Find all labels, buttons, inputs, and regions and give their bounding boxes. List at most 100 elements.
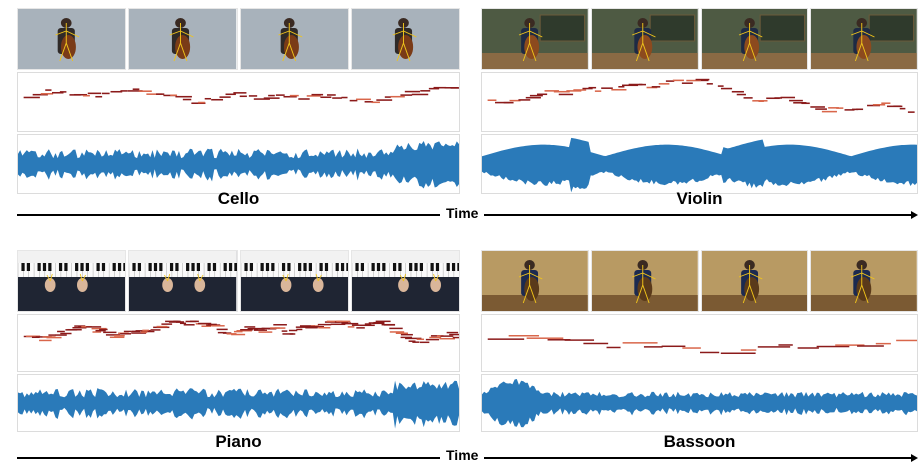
note-bar xyxy=(547,339,571,341)
note-bar xyxy=(282,333,294,335)
note-bar xyxy=(298,98,310,100)
note-bar xyxy=(131,332,147,334)
note-bar xyxy=(299,325,316,327)
note-bar xyxy=(82,94,90,97)
note-bar xyxy=(682,347,701,349)
note-bar xyxy=(375,320,391,323)
note-bar xyxy=(420,90,431,92)
note-bar xyxy=(351,324,360,326)
note-bar xyxy=(231,333,246,336)
note-bar xyxy=(359,324,375,327)
violin-video-frames xyxy=(481,8,918,70)
note-bar xyxy=(450,87,459,89)
video-frame xyxy=(481,250,589,312)
note-bar xyxy=(404,90,421,93)
cello-video-frames xyxy=(17,8,460,70)
note-bar xyxy=(896,339,917,342)
note-bar xyxy=(810,106,825,108)
violin-label: Violin xyxy=(676,189,723,208)
note-bar xyxy=(672,79,684,82)
waveform-envelope xyxy=(482,137,917,193)
note-bar xyxy=(296,328,303,331)
piano-note-roll xyxy=(17,314,460,372)
note-bar xyxy=(658,83,670,85)
cello-note-roll xyxy=(17,72,460,132)
note-bar xyxy=(150,329,161,331)
video-frame xyxy=(810,250,918,312)
note-bar xyxy=(120,90,128,92)
note-bar xyxy=(452,336,459,339)
note-bar xyxy=(211,325,225,327)
note-bar xyxy=(101,92,110,95)
note-bar xyxy=(774,97,783,99)
note-bar xyxy=(289,333,296,335)
note-bar xyxy=(55,334,67,336)
note-bar xyxy=(244,326,256,328)
note-bar xyxy=(343,322,359,325)
note-bar xyxy=(32,93,48,96)
note-bar xyxy=(844,109,855,111)
note-bar xyxy=(389,331,405,333)
note-bar xyxy=(758,100,764,102)
note-bar xyxy=(48,334,56,336)
note-bar xyxy=(263,97,280,99)
time-arrowhead-top xyxy=(911,211,918,219)
bassoon-label: Bassoon xyxy=(663,432,736,451)
note-bar xyxy=(700,79,709,82)
note-bar xyxy=(163,94,177,97)
note-bar xyxy=(425,338,440,341)
note-bar xyxy=(836,107,844,109)
note-bar xyxy=(706,83,713,85)
note-bar xyxy=(258,331,273,333)
note-bar xyxy=(686,79,701,82)
note-bar xyxy=(508,335,540,337)
note-bar xyxy=(588,86,597,89)
note-bar xyxy=(140,331,148,333)
note-bar xyxy=(371,101,380,104)
video-frame xyxy=(17,8,127,70)
note-bar xyxy=(26,335,41,338)
note-bar xyxy=(789,99,803,102)
cello-panel xyxy=(17,8,460,208)
note-bar xyxy=(364,323,372,325)
note-bar xyxy=(780,96,796,99)
note-bar xyxy=(582,87,593,90)
note-bar xyxy=(110,90,123,93)
note-bar xyxy=(114,334,125,337)
note-bar xyxy=(731,90,744,93)
note-bar xyxy=(289,94,299,97)
note-bar xyxy=(59,91,67,93)
note-bar xyxy=(283,95,297,98)
note-bar xyxy=(525,96,541,99)
note-bar xyxy=(487,99,497,101)
note-bar xyxy=(717,85,724,87)
bassoon-panel xyxy=(481,250,918,432)
video-frame xyxy=(239,8,349,70)
note-bar xyxy=(147,330,155,333)
note-bar xyxy=(310,326,325,328)
note-bar xyxy=(273,324,287,326)
note-bar xyxy=(594,90,602,92)
note-bar xyxy=(281,330,288,332)
note-bar xyxy=(179,322,187,325)
note-bar xyxy=(665,80,675,82)
note-bar xyxy=(189,320,199,323)
note-bar xyxy=(416,338,425,341)
note-bar xyxy=(757,346,791,348)
note-bar xyxy=(509,99,521,102)
note-bar xyxy=(606,346,621,349)
note-bar xyxy=(793,102,807,104)
note-bar xyxy=(384,96,391,98)
waveform-envelope xyxy=(482,379,917,428)
note-bar xyxy=(60,332,72,335)
note-bar xyxy=(364,101,374,103)
note-bar xyxy=(700,351,720,354)
note-bar xyxy=(306,95,321,97)
bassoon-note-roll xyxy=(481,314,918,372)
note-bar xyxy=(405,337,422,340)
note-bar xyxy=(411,93,429,96)
note-bar xyxy=(376,99,393,101)
note-bar xyxy=(267,328,277,330)
note-bar xyxy=(736,93,746,96)
time-arrowhead-bottom xyxy=(911,454,918,462)
